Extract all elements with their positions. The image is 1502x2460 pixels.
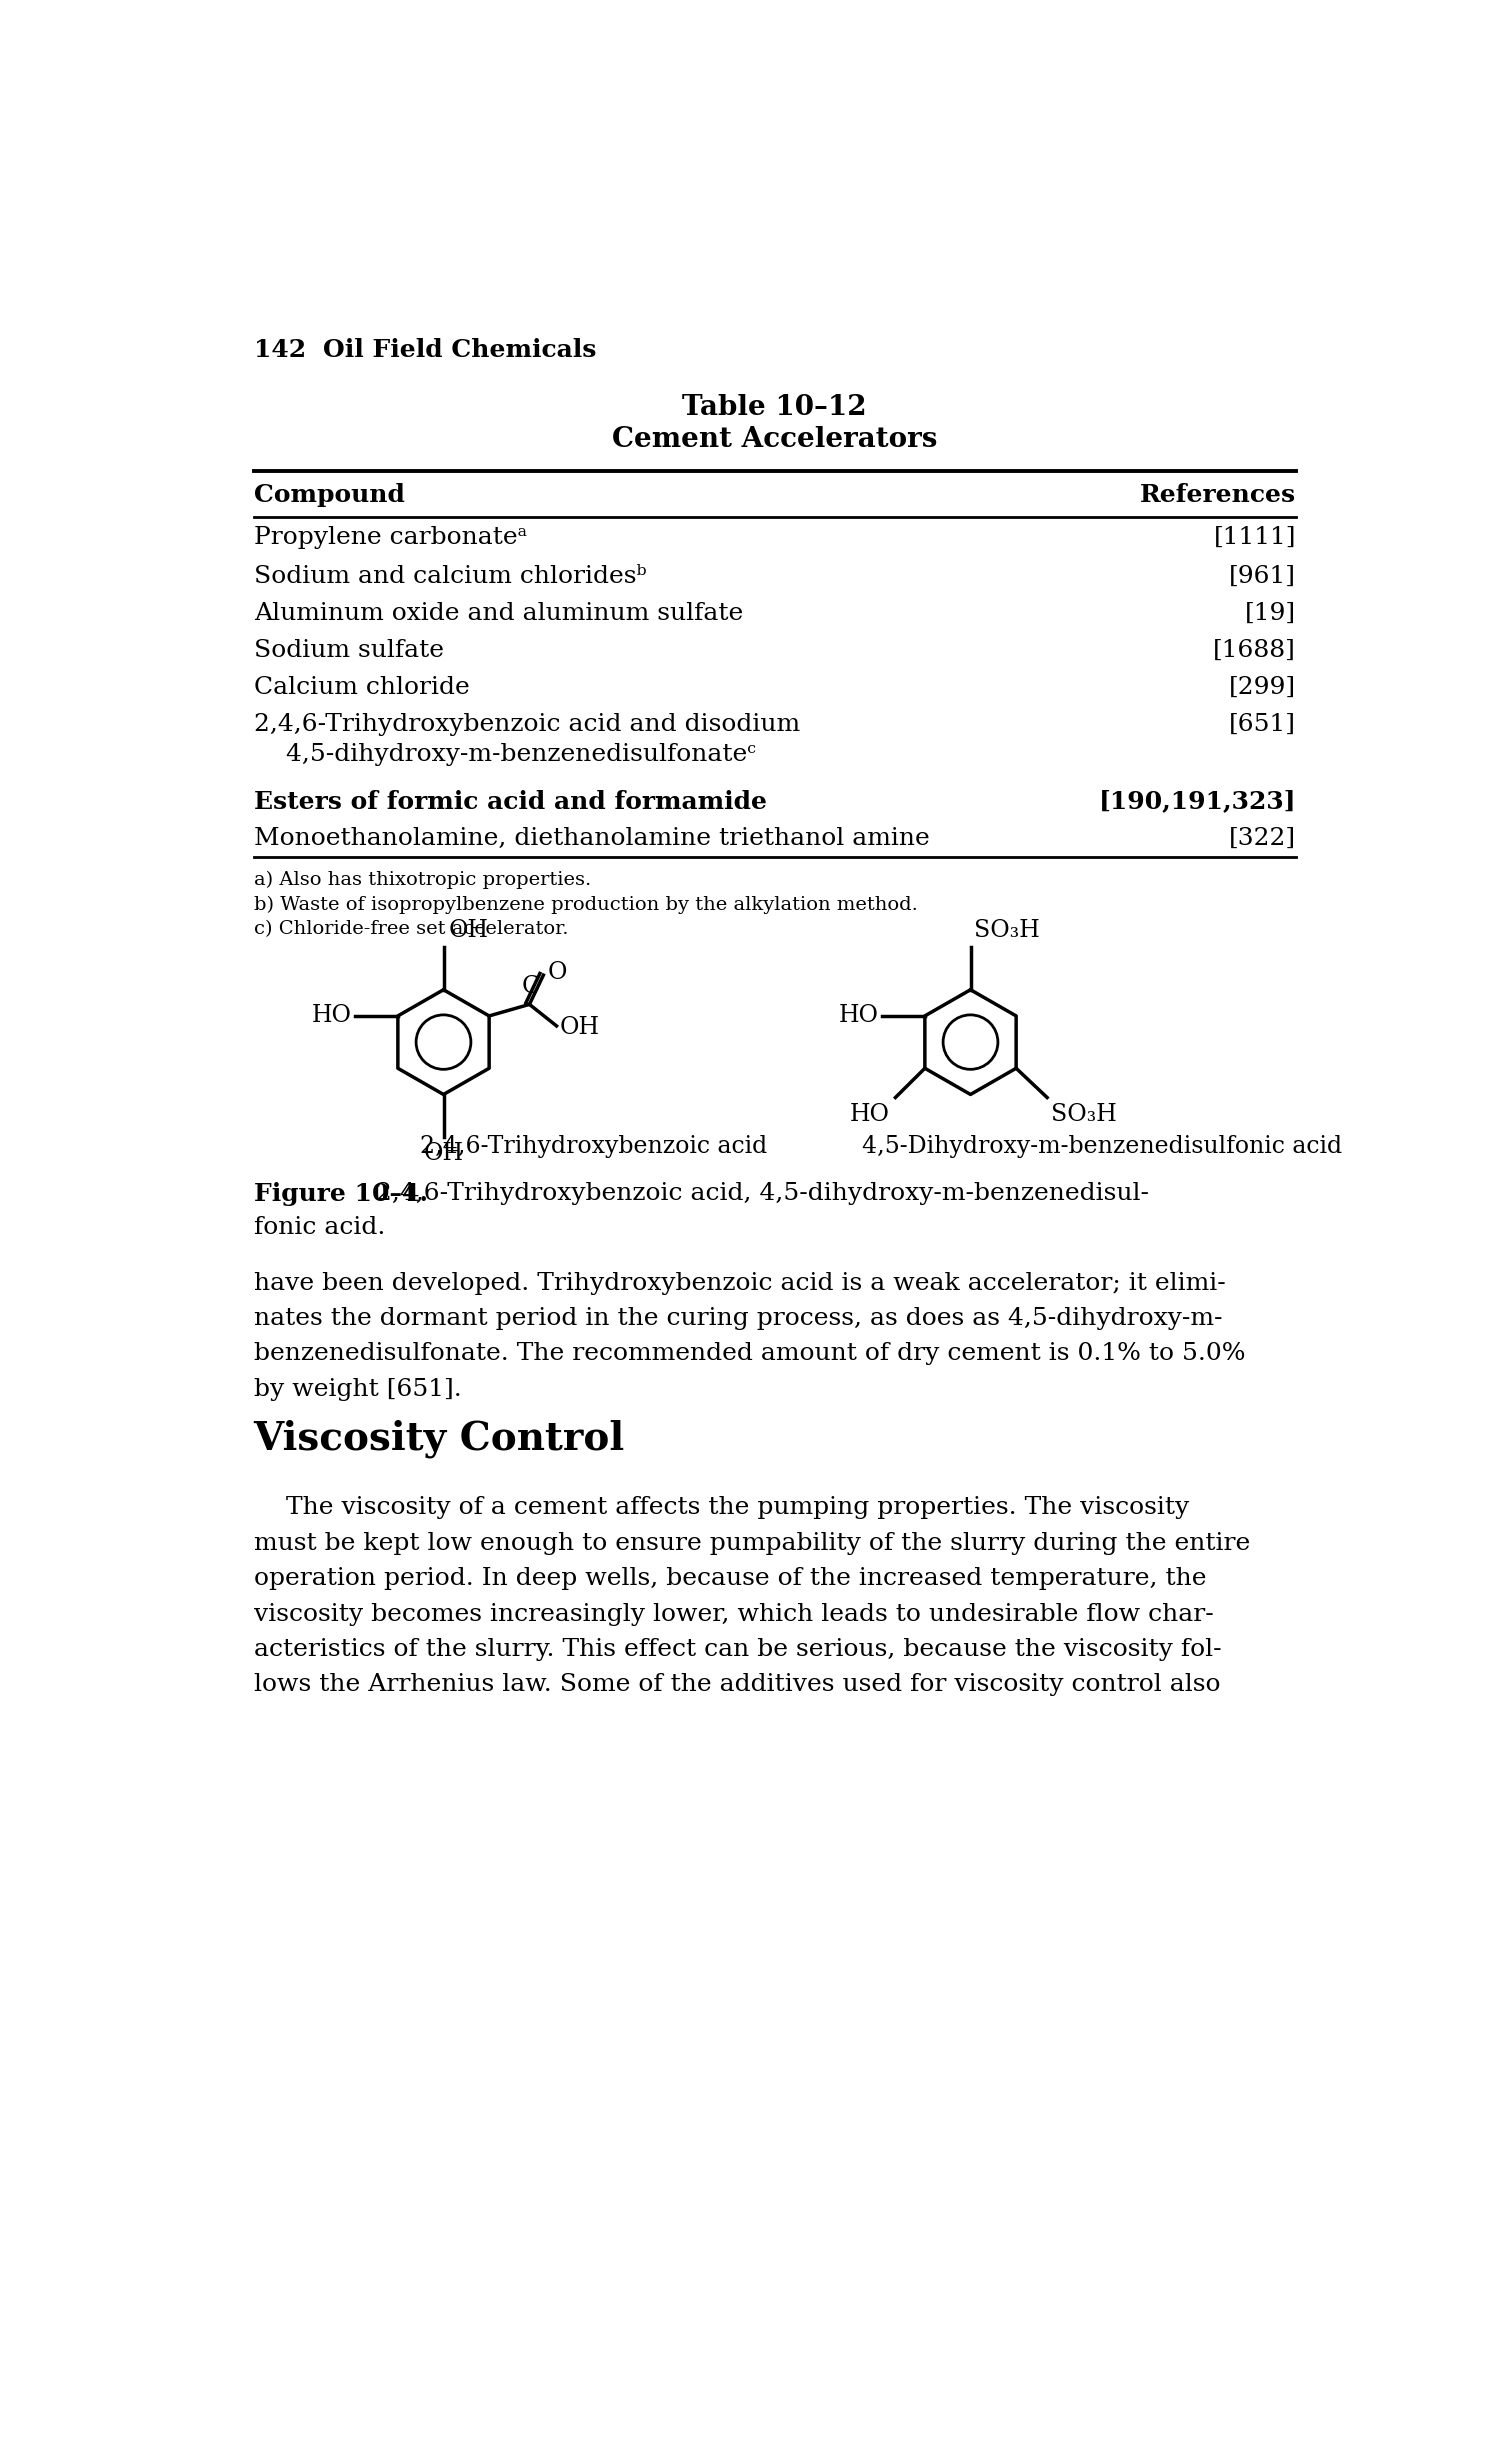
Text: SO₃H: SO₃H bbox=[1051, 1102, 1117, 1127]
Text: Cement Accelerators: Cement Accelerators bbox=[613, 426, 937, 453]
Text: The viscosity of a cement affects the pumping properties. The viscosity: The viscosity of a cement affects the pu… bbox=[254, 1496, 1190, 1520]
Text: [299]: [299] bbox=[1229, 676, 1296, 699]
Text: 2,4,6-Trihydroxybenzoic acid, 4,5-dihydroxy-m-benzenedisul-: 2,4,6-Trihydroxybenzoic acid, 4,5-dihydr… bbox=[368, 1183, 1149, 1205]
Text: Sodium and calcium chloridesᵇ: Sodium and calcium chloridesᵇ bbox=[254, 566, 646, 588]
Text: [961]: [961] bbox=[1229, 566, 1296, 588]
Text: have been developed. Trihydroxybenzoic acid is a weak accelerator; it elimi-: have been developed. Trihydroxybenzoic a… bbox=[254, 1272, 1226, 1294]
Text: [322]: [322] bbox=[1229, 827, 1296, 849]
Text: [19]: [19] bbox=[1245, 603, 1296, 625]
Text: Figure 10–4.: Figure 10–4. bbox=[254, 1183, 428, 1205]
Text: nates the dormant period in the curing process, as does as 4,5-dihydroxy-m-: nates the dormant period in the curing p… bbox=[254, 1306, 1223, 1331]
Text: must be kept low enough to ensure pumpability of the slurry during the entire: must be kept low enough to ensure pumpab… bbox=[254, 1533, 1250, 1555]
Text: HO: HO bbox=[311, 1004, 351, 1028]
Text: Monoethanolamine, diethanolamine triethanol amine: Monoethanolamine, diethanolamine trietha… bbox=[254, 827, 930, 849]
Text: OH: OH bbox=[448, 920, 488, 942]
Text: fonic acid.: fonic acid. bbox=[254, 1215, 385, 1240]
Text: lows the Arrhenius law. Some of the additives used for viscosity control also: lows the Arrhenius law. Some of the addi… bbox=[254, 1673, 1220, 1697]
Text: b) Waste of isopropylbenzene production by the alkylation method.: b) Waste of isopropylbenzene production … bbox=[254, 895, 918, 915]
Text: OH: OH bbox=[560, 1016, 599, 1038]
Text: 2,4,6-Trihydroxybenzoic acid and disodium: 2,4,6-Trihydroxybenzoic acid and disodiu… bbox=[254, 713, 799, 736]
Text: Propylene carbonateᵃ: Propylene carbonateᵃ bbox=[254, 526, 527, 549]
Text: benzenedisulfonate. The recommended amount of dry cement is 0.1% to 5.0%: benzenedisulfonate. The recommended amou… bbox=[254, 1343, 1245, 1365]
Text: Esters of formic acid and formamide: Esters of formic acid and formamide bbox=[254, 790, 766, 814]
Text: Compound: Compound bbox=[254, 482, 404, 507]
Text: O: O bbox=[547, 959, 566, 984]
Text: Oil Field Chemicals: Oil Field Chemicals bbox=[323, 337, 596, 362]
Text: C: C bbox=[521, 974, 539, 999]
Text: 142: 142 bbox=[254, 337, 306, 362]
Text: operation period. In deep wells, because of the increased temperature, the: operation period. In deep wells, because… bbox=[254, 1567, 1206, 1589]
Text: SO₃H: SO₃H bbox=[975, 920, 1039, 942]
Text: Sodium sulfate: Sodium sulfate bbox=[254, 640, 443, 662]
Text: References: References bbox=[1140, 482, 1296, 507]
Text: by weight [651].: by weight [651]. bbox=[254, 1378, 461, 1400]
Text: [1688]: [1688] bbox=[1214, 640, 1296, 662]
Text: Calcium chloride: Calcium chloride bbox=[254, 676, 469, 699]
Text: acteristics of the slurry. This effect can be serious, because the viscosity fol: acteristics of the slurry. This effect c… bbox=[254, 1638, 1221, 1661]
Text: [190,191,323]: [190,191,323] bbox=[1098, 790, 1296, 814]
Text: 4,5-dihydroxy-m-benzenedisulfonateᶜ: 4,5-dihydroxy-m-benzenedisulfonateᶜ bbox=[254, 743, 756, 768]
Text: HO: HO bbox=[838, 1004, 879, 1028]
Text: OH: OH bbox=[424, 1141, 464, 1166]
Text: a) Also has thixotropic properties.: a) Also has thixotropic properties. bbox=[254, 871, 590, 891]
Text: 2,4,6-Trihydroxybenzoic acid: 2,4,6-Trihydroxybenzoic acid bbox=[421, 1134, 768, 1159]
Text: Viscosity Control: Viscosity Control bbox=[254, 1419, 625, 1459]
Text: [1111]: [1111] bbox=[1214, 526, 1296, 549]
Text: Table 10–12: Table 10–12 bbox=[682, 394, 867, 421]
Text: 4,5-Dihydroxy-m-benzenedisulfonic acid: 4,5-Dihydroxy-m-benzenedisulfonic acid bbox=[862, 1134, 1343, 1159]
Text: [651]: [651] bbox=[1229, 713, 1296, 736]
Text: HO: HO bbox=[850, 1102, 891, 1127]
Text: Aluminum oxide and aluminum sulfate: Aluminum oxide and aluminum sulfate bbox=[254, 603, 743, 625]
Text: c) Chloride-free set accelerator.: c) Chloride-free set accelerator. bbox=[254, 920, 568, 937]
Text: viscosity becomes increasingly lower, which leads to undesirable flow char-: viscosity becomes increasingly lower, wh… bbox=[254, 1601, 1214, 1626]
